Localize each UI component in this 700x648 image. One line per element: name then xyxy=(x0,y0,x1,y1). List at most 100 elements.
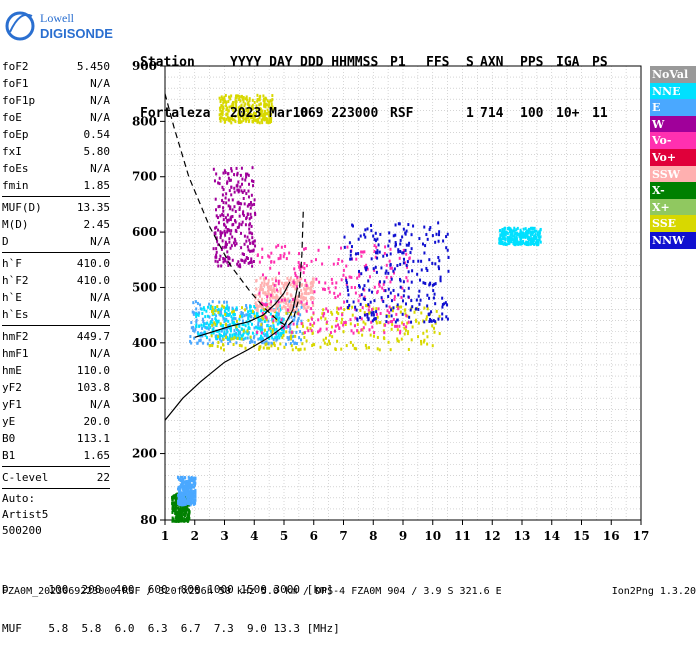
echo-dot xyxy=(251,103,254,107)
echo-dot xyxy=(375,307,378,311)
echo-dot xyxy=(515,242,518,246)
echo-dot xyxy=(205,336,208,340)
echo-dot xyxy=(239,106,242,110)
echo-dot xyxy=(279,307,282,311)
echo-dot xyxy=(182,486,185,490)
echo-dot xyxy=(176,510,179,514)
echo-dot xyxy=(369,300,372,304)
echo-dot xyxy=(240,104,243,108)
echo-dot xyxy=(266,99,269,103)
echo-dot xyxy=(261,273,264,277)
echo-dot xyxy=(385,269,388,273)
echo-dot xyxy=(277,300,280,304)
echo-dot xyxy=(256,309,259,313)
echo-dot xyxy=(183,506,186,510)
echo-dot xyxy=(330,325,333,329)
echo-dot xyxy=(250,338,253,342)
echo-dot xyxy=(174,509,177,513)
echo-dot xyxy=(375,270,378,274)
echo-dot xyxy=(346,288,349,292)
echo-dot xyxy=(235,331,238,335)
echo-dot xyxy=(447,255,450,259)
echo-dot xyxy=(401,251,404,255)
echo-dot xyxy=(265,97,268,101)
echo-dot xyxy=(307,286,310,290)
echo-dot xyxy=(248,182,251,186)
echo-dot xyxy=(184,504,187,508)
echo-dot xyxy=(215,250,218,254)
echo-dot xyxy=(202,320,205,324)
echo-dot xyxy=(364,266,367,270)
echo-dot xyxy=(239,336,242,340)
echo-dot xyxy=(390,299,393,303)
echo-dot xyxy=(399,329,402,333)
echo-dot xyxy=(299,267,302,271)
echo-dot xyxy=(203,308,206,312)
echo-dot xyxy=(353,346,356,350)
echo-dot xyxy=(247,195,250,199)
param-hme: hmE 110.0 xyxy=(2,362,110,379)
echo-dot xyxy=(532,238,535,242)
echo-dot xyxy=(296,279,299,283)
echo-dot xyxy=(405,252,408,256)
echo-dot xyxy=(363,233,366,237)
echo-dot xyxy=(271,94,274,98)
param-mufd: MUF(D) 13.35 xyxy=(2,199,110,216)
echo-dot xyxy=(217,221,220,225)
echo-dot xyxy=(309,290,312,294)
echo-dot xyxy=(383,288,386,292)
echo-dot xyxy=(513,236,516,240)
echo-dot xyxy=(404,312,407,316)
echo-dot xyxy=(192,478,195,482)
echo-dot xyxy=(243,189,246,193)
echo-dot xyxy=(231,310,234,314)
echo-dot xyxy=(185,495,188,499)
echo-dot xyxy=(350,329,353,333)
echo-dot xyxy=(188,484,191,488)
echo-dot xyxy=(519,238,522,242)
echo-dot xyxy=(432,296,435,300)
echo-dot xyxy=(265,335,268,339)
echo-dot xyxy=(237,189,240,193)
echo-dot xyxy=(181,507,184,511)
echo-dot xyxy=(317,248,320,252)
echo-dot xyxy=(505,242,508,246)
echo-dot xyxy=(227,342,230,346)
echo-dot xyxy=(250,215,253,219)
echo-dot xyxy=(219,236,222,240)
echo-dot xyxy=(391,323,394,327)
echo-dot xyxy=(237,115,240,119)
param-fmin: fmin 1.85 xyxy=(2,177,110,194)
echo-dot xyxy=(328,290,331,294)
echo-dot xyxy=(305,283,308,287)
echo-dot xyxy=(399,310,402,314)
echo-dot xyxy=(235,306,238,310)
echo-dot xyxy=(181,493,184,497)
echo-dot xyxy=(184,511,187,515)
echo-dot xyxy=(525,241,528,245)
echo-dot xyxy=(260,118,263,122)
echo-dot xyxy=(368,275,371,279)
echo-dot xyxy=(171,504,174,508)
x-tick-label: 6 xyxy=(310,529,318,543)
echo-dot xyxy=(222,324,225,328)
echo-dot xyxy=(276,331,279,335)
echo-dot xyxy=(267,328,270,332)
echo-dot xyxy=(435,232,438,236)
echo-dot xyxy=(229,97,232,101)
echo-dot xyxy=(203,322,206,326)
echo-dot xyxy=(389,252,392,256)
echo-dot xyxy=(268,113,271,117)
echo-dot xyxy=(249,113,252,117)
echo-dot xyxy=(336,294,339,298)
echo-dot xyxy=(277,333,280,337)
echo-dot xyxy=(299,313,302,317)
echo-dot xyxy=(246,110,249,114)
echo-dot xyxy=(391,320,394,324)
echo-dot xyxy=(191,495,194,499)
echo-dot xyxy=(307,329,310,333)
echo-dot xyxy=(343,308,346,312)
echo-dot xyxy=(277,313,280,317)
echo-dot xyxy=(418,302,421,306)
x-tick-label: 12 xyxy=(484,529,501,543)
